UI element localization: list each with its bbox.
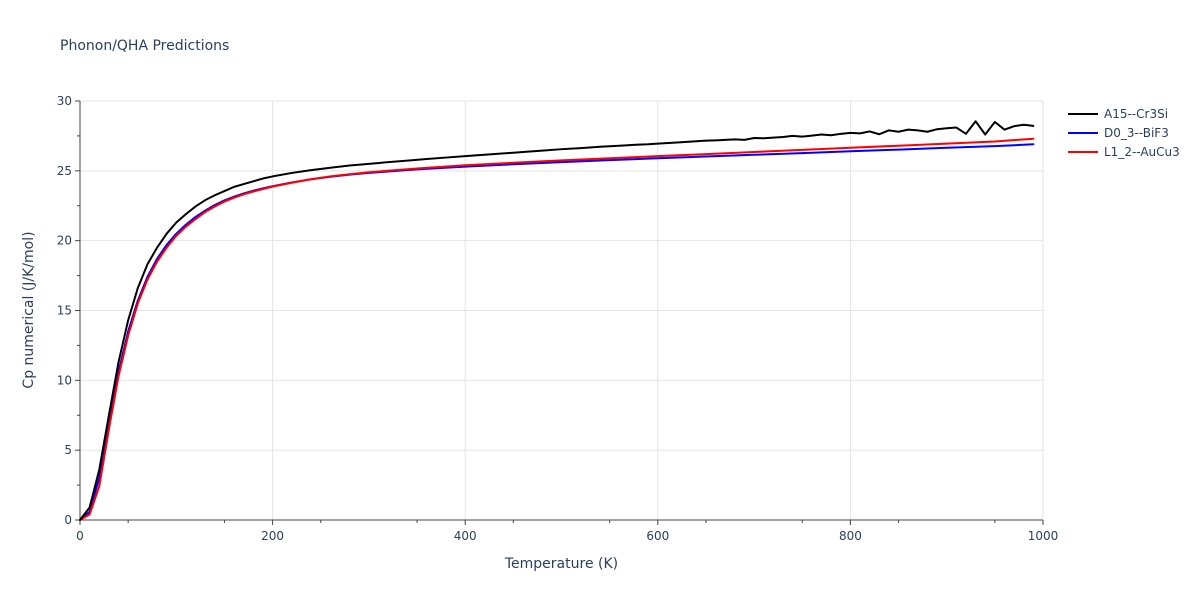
axes: 0 200 400 600 800 1000 0 5 10 15 20 25 30 <box>57 94 1059 543</box>
grid <box>80 100 1044 520</box>
y-tick-label: 0 <box>64 513 72 527</box>
legend-item[interactable]: D0_3--BiF3 <box>1068 126 1169 140</box>
x-tick-label: 600 <box>646 529 669 543</box>
y-tick-label: 5 <box>64 443 72 457</box>
legend-label: D0_3--BiF3 <box>1104 126 1169 140</box>
y-tick-label: 10 <box>57 373 72 387</box>
x-tick-label: 1000 <box>1028 529 1059 543</box>
series-line-2 <box>79 137 1035 521</box>
x-tick-label: 400 <box>454 529 477 543</box>
y-axis-title: Cp numerical (J/K/mol) <box>21 231 37 388</box>
x-axis-title: Temperature (K) <box>504 556 618 572</box>
y-tick-label: 15 <box>57 304 72 318</box>
x-tick-label: 200 <box>261 529 284 543</box>
legend[interactable]: A15--Cr3Si D0_3--BiF3 L1_2--AuCu3 <box>1068 107 1180 159</box>
y-tick-label: 30 <box>57 94 72 108</box>
chart-title: Phonon/QHA Predictions <box>60 38 229 54</box>
legend-label: L1_2--AuCu3 <box>1104 145 1180 159</box>
y-tick-label: 25 <box>57 164 72 178</box>
x-tick-label: 0 <box>76 529 84 543</box>
legend-item[interactable]: A15--Cr3Si <box>1068 107 1168 121</box>
legend-label: A15--Cr3Si <box>1104 107 1168 121</box>
y-tick-label: 20 <box>57 234 72 248</box>
series-line-0 <box>79 120 1035 521</box>
legend-item[interactable]: L1_2--AuCu3 <box>1068 145 1180 159</box>
plot-area <box>79 120 1035 521</box>
x-tick-label: 800 <box>839 529 862 543</box>
